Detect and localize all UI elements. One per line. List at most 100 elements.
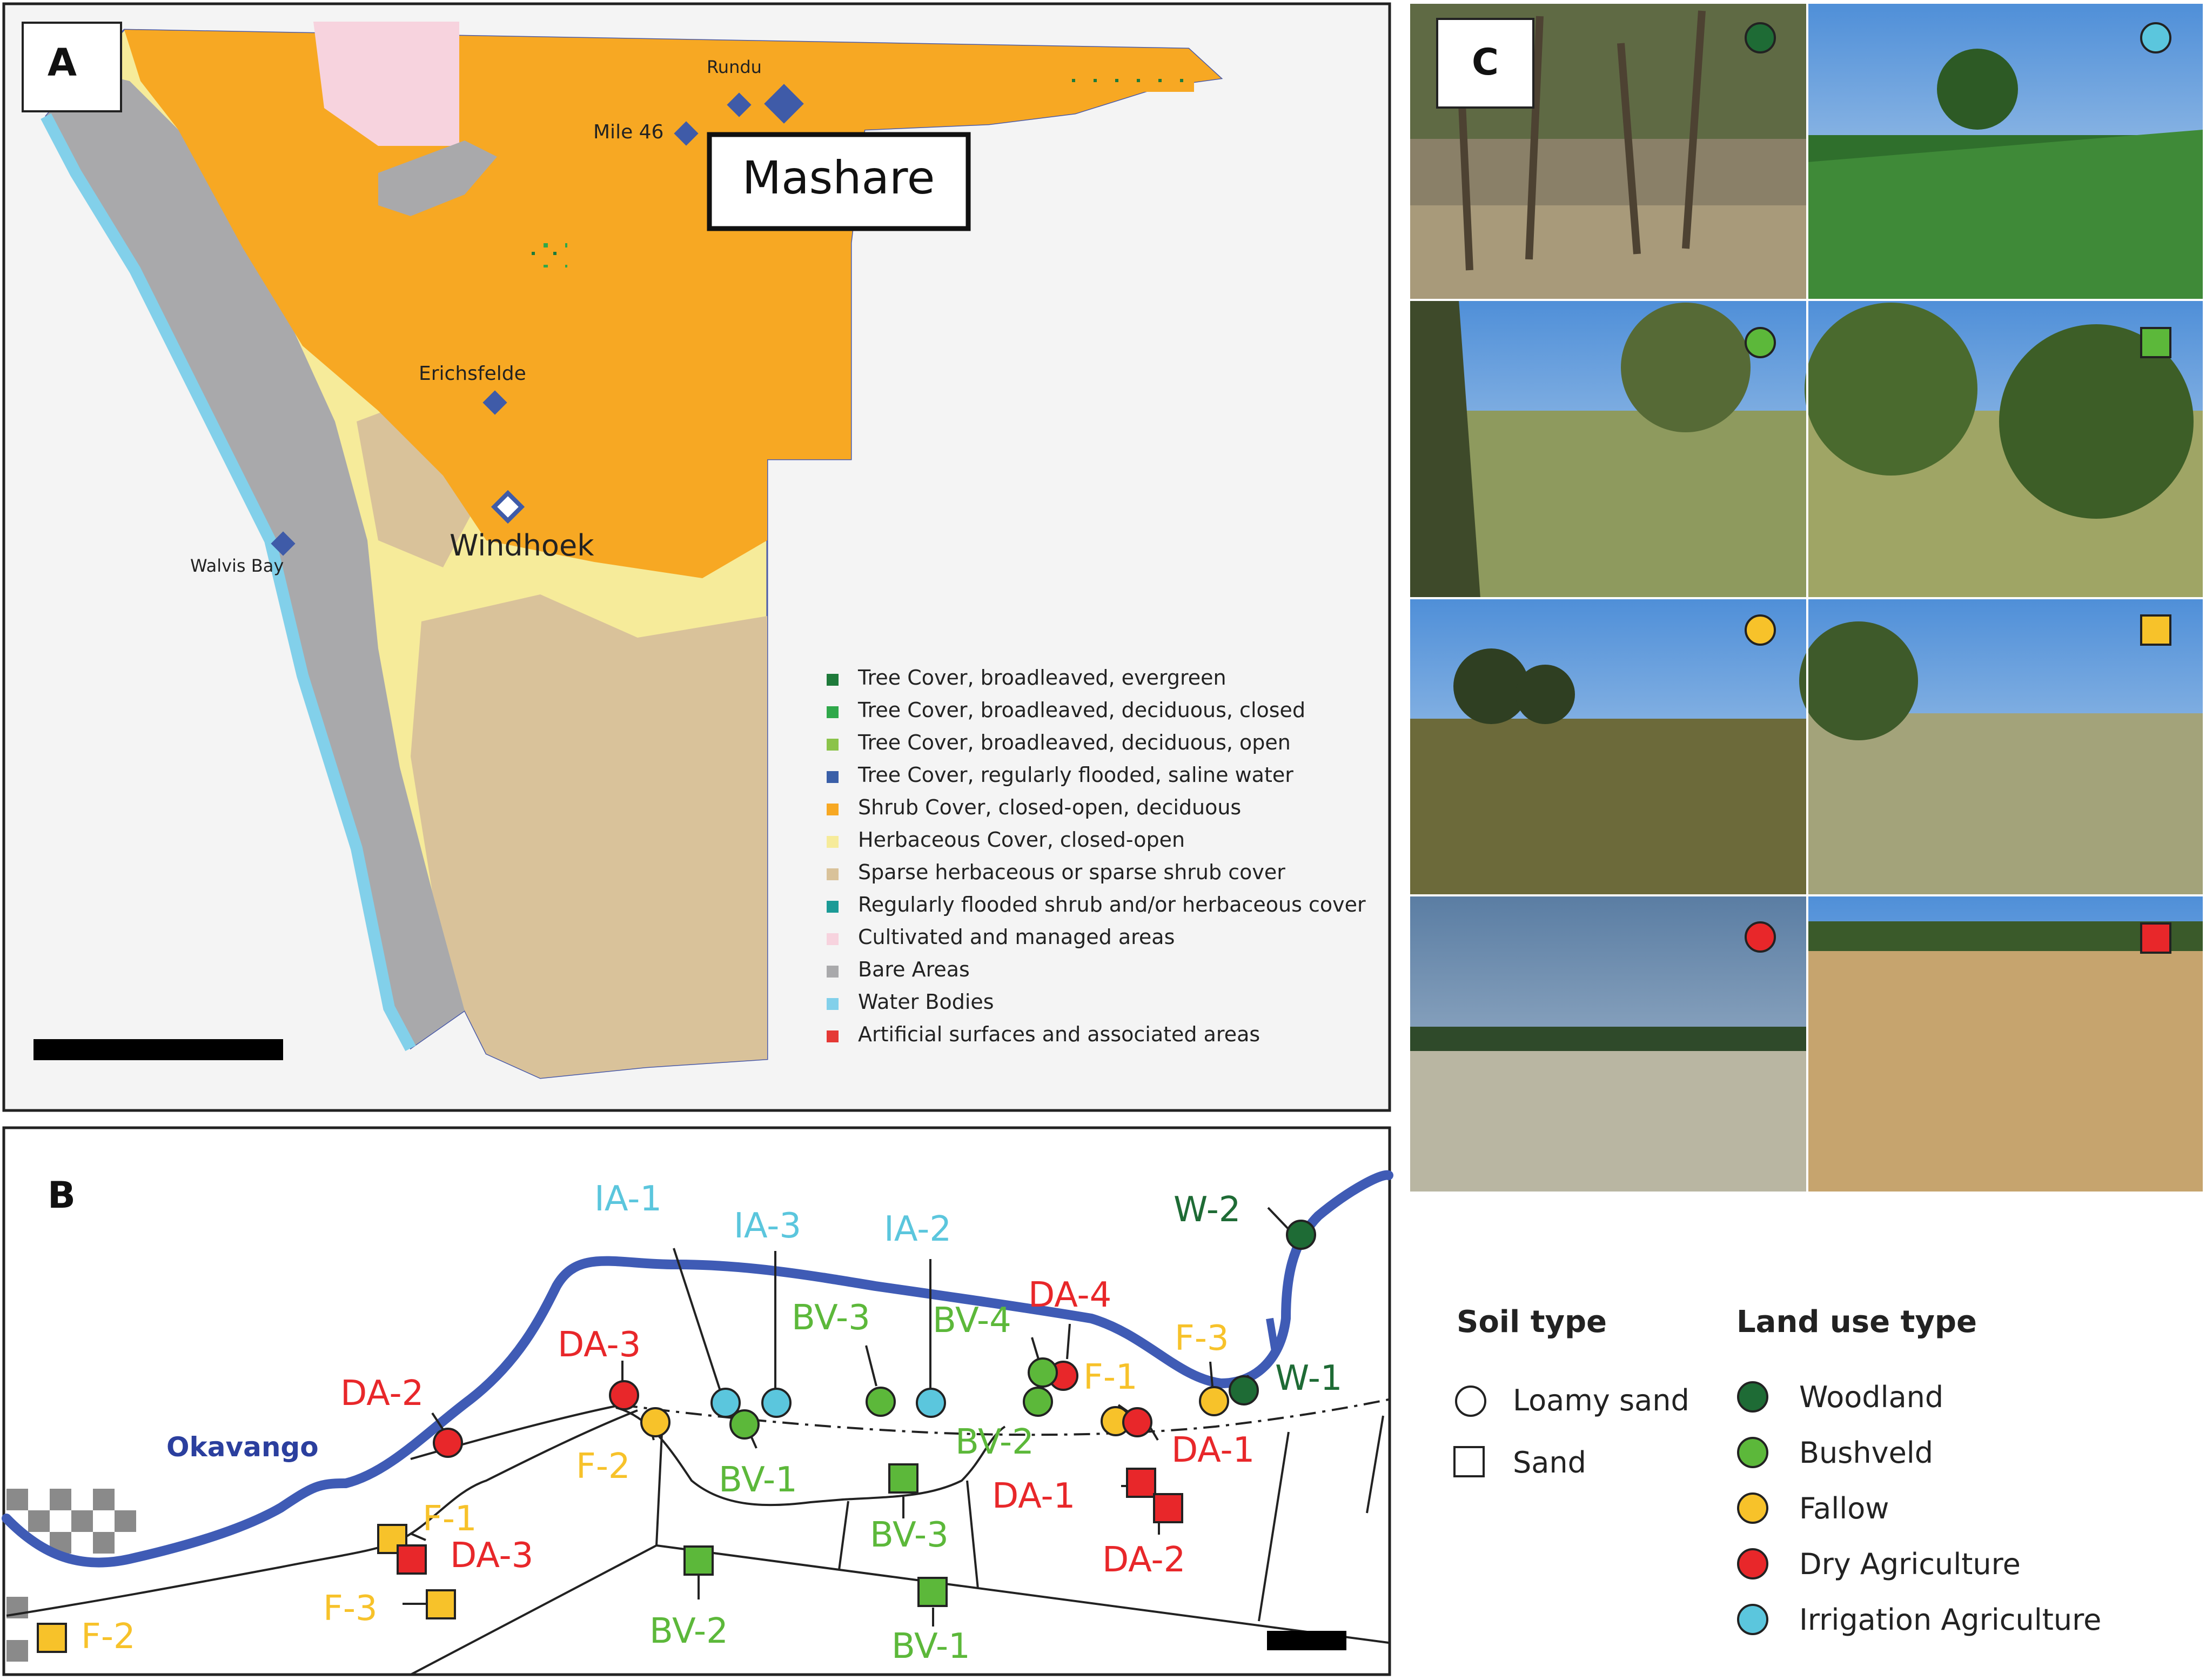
label-f2c: F-2 <box>576 1447 631 1487</box>
scale-bar-a <box>33 1039 283 1060</box>
legend-a-swatch <box>827 771 839 783</box>
okavango-river-spur <box>1266 1317 1279 1352</box>
marker-w2 <box>1286 1220 1316 1250</box>
panel-b-frame <box>2 1126 1391 1676</box>
legend-a-swatch <box>827 804 839 815</box>
land-use-title: Land use type <box>1736 1304 1977 1340</box>
cultivated-area <box>313 22 459 146</box>
legend-a-swatch <box>827 933 839 945</box>
town-label-rundu: Rundu <box>707 57 762 77</box>
legend-a-item: Tree Cover, broadleaved, deciduous, open <box>857 731 1291 754</box>
panel-c-label-box <box>1436 18 1534 109</box>
land-use-swatch <box>1737 1604 1768 1635</box>
marker-f3s <box>426 1589 456 1619</box>
photo-fallow-sand-marker <box>2140 614 2171 646</box>
legend-a-swatch <box>827 674 839 686</box>
soil-sand-symbol <box>1453 1446 1485 1477</box>
town-marker-mashare <box>764 84 804 124</box>
photo-irrigation-marker <box>2140 22 2171 53</box>
marker-bv2s <box>683 1545 714 1576</box>
label-f1s: F-1 <box>423 1499 477 1539</box>
marker-bv2c <box>1023 1387 1053 1417</box>
legend-a-item: Shrub Cover, closed-open, deciduous <box>858 795 1241 819</box>
legend-a-item: Bare Areas <box>858 958 970 981</box>
label-da3c: DA-3 <box>558 1325 641 1365</box>
soil-type-title: Soil type <box>1457 1304 1607 1340</box>
marker-bv1s <box>917 1577 948 1607</box>
label-bv1c: BV-1 <box>719 1460 797 1500</box>
namibia-map <box>41 22 1223 1079</box>
legend-a-swatch <box>827 836 839 848</box>
legend-b: Soil type Loamy sand Sand Land use type … <box>1453 1304 2101 1637</box>
legend-a-swatch <box>827 868 839 880</box>
bare-area-namib <box>46 70 465 1048</box>
land-use-legend: Woodland Bushveld Fallow Dry Agriculture Irr… <box>1737 1380 2101 1637</box>
scale-bar-b <box>1267 1631 1346 1650</box>
town-label-erichsfelde: Erichsfelde <box>419 363 526 385</box>
legend-a-item: Sparse herbaceous or sparse shrub cover <box>858 860 1285 884</box>
photo-bushveld-loamy <box>1410 300 1807 598</box>
town-marker-erichsfelde <box>482 390 507 415</box>
panel-a-label-box <box>22 22 122 112</box>
photo-grid-lines <box>1410 4 2203 1192</box>
tree-cover-patch <box>529 238 567 267</box>
photo-bushveld-loamy-marker <box>1745 327 1776 358</box>
label-f1c: F-1 <box>1083 1357 1138 1397</box>
photo-dry-loamy <box>1410 895 1807 1192</box>
label-bv4c: BV-4 <box>933 1301 1011 1341</box>
label-da1s: DA-1 <box>992 1476 1075 1516</box>
legend-a-swatch <box>827 1030 839 1042</box>
label-f3s: F-3 <box>323 1589 378 1629</box>
land-use-swatch <box>1737 1492 1768 1524</box>
bare-cells <box>6 1489 136 1662</box>
photo-dry-sand <box>1807 895 2203 1192</box>
land-use-swatch <box>1737 1381 1768 1413</box>
label-ia3: IA-3 <box>734 1206 801 1246</box>
town-marker-rundu <box>727 92 752 117</box>
marker-ia1 <box>710 1388 741 1418</box>
marker-bv1c <box>729 1409 760 1440</box>
legend-a-swatch <box>827 966 839 978</box>
legend-a-item: Cultivated and managed areas <box>858 925 1175 949</box>
label-da1c: DA-1 <box>1171 1430 1255 1470</box>
town-label-mile46: Mile 46 <box>593 121 663 143</box>
mashare-label: Mashare <box>742 151 935 204</box>
panel-a: Rundu Mile 46 Erichsfelde Windhoek Walvi… <box>2 2 1391 1112</box>
label-ia1: IA-1 <box>594 1179 662 1219</box>
marker-da1c <box>1122 1407 1152 1437</box>
marker-f3c <box>1199 1386 1229 1416</box>
etosha-pan <box>378 140 497 216</box>
legend-a-item: Herbaceous Cover, closed-open <box>858 828 1185 852</box>
sparse-area-south <box>411 594 767 1078</box>
land-use-label: Irrigation Agriculture <box>1799 1603 2101 1637</box>
label-bv3s: BV-3 <box>870 1515 949 1555</box>
label-da2c: DA-2 <box>340 1374 424 1414</box>
legend-a-item: Tree Cover, regularly flooded, saline wa… <box>857 763 1293 787</box>
land-use-label: Woodland <box>1799 1380 1943 1414</box>
river-label: Okavango <box>166 1431 319 1463</box>
label-bv3c: BV-3 <box>792 1298 870 1338</box>
label-f3c: F-3 <box>1175 1318 1229 1358</box>
panel-c-label: C <box>1472 41 1499 84</box>
photo-dry-sand-marker <box>2140 922 2171 954</box>
label-w1: W-1 <box>1275 1358 1343 1398</box>
photo-fallow-loamy-marker <box>1745 614 1776 646</box>
land-use-label: Fallow <box>1799 1491 1889 1525</box>
marker-da2c <box>433 1428 463 1458</box>
label-da2s: DA-2 <box>1102 1540 1185 1580</box>
photo-irrigation <box>1807 4 2203 300</box>
panel-c: C <box>1410 4 2203 1192</box>
panel-b: B Okavango <box>2 1126 1393 1676</box>
label-w2: W-2 <box>1174 1190 1241 1230</box>
marker-f2c <box>640 1407 670 1437</box>
label-bv1s: BV-1 <box>891 1627 970 1666</box>
photo-bushveld-sand-marker <box>2140 327 2171 358</box>
photo-fallow-sand <box>1799 598 2203 895</box>
legend-a-item: Tree Cover, broadleaved, evergreen <box>857 666 1226 690</box>
legend-a-swatch <box>827 739 839 751</box>
marker-bv3c <box>866 1387 896 1417</box>
panel-b-label: B <box>48 1174 76 1217</box>
label-da3s: DA-3 <box>450 1536 533 1576</box>
legend-a-item: Regularly flooded shrub and/or herbaceou… <box>858 893 1366 916</box>
